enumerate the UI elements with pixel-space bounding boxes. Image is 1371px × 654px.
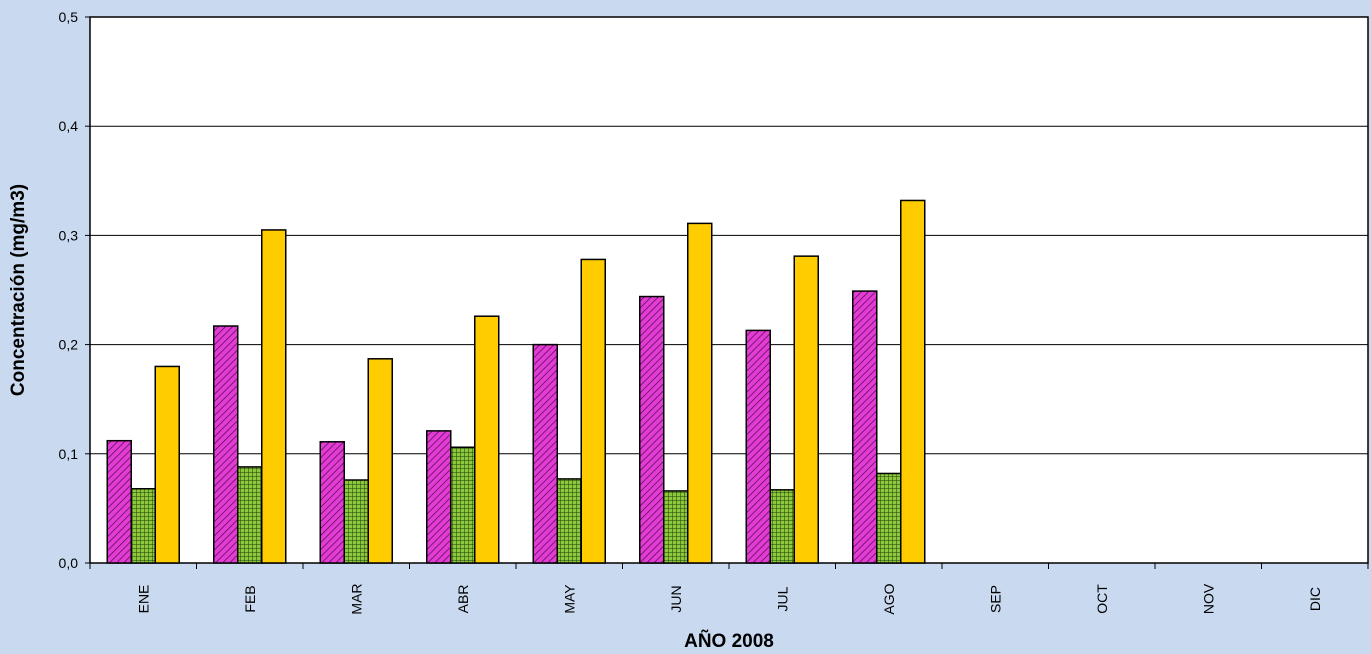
bar [580,258,606,564]
bar [367,358,393,564]
bar [474,315,500,564]
bar [556,478,582,564]
plot-area [89,16,1369,564]
y-ticks: 0,0 0,1 0,2 0,3 0,4 0,5 [59,9,90,571]
y-tick-label: 0,3 [59,227,79,243]
x-tick-label: ENE [135,585,151,614]
bar [876,472,902,564]
bar [213,325,239,564]
x-axis-title: AÑO 2008 [684,630,774,652]
gridlines [90,125,1368,455]
bar [343,479,369,564]
bar [663,490,689,564]
x-tick-label: MAR [348,583,364,614]
x-tick-label: JUL [774,586,790,611]
x-tick-label: NOV [1200,583,1216,614]
x-tick-label: DIC [1307,587,1323,611]
x-tick-label: JUN [668,585,684,612]
y-tick-label: 0,1 [59,446,79,462]
x-tick-label: ABR [455,585,471,614]
y-tick-label: 0,2 [59,337,79,353]
bar [237,466,263,564]
y-tick-label: 0,4 [59,118,79,134]
bar [261,229,287,564]
bar [900,199,926,564]
bar [745,329,771,564]
bar [450,446,476,564]
y-tick-label: 0,5 [59,9,79,25]
bar [532,343,558,564]
x-tick-label: OCT [1094,584,1110,614]
x-tick-label: FEB [242,585,258,612]
bar [154,365,180,564]
bar [130,487,156,564]
bars [106,199,926,564]
x-tick-label: AGO [881,583,897,614]
bar [426,430,452,564]
bar [769,489,795,564]
bar [106,439,132,564]
x-tick-label: SEP [987,585,1003,613]
x-tick-label: MAY [561,584,577,614]
bar [319,441,345,564]
bar [852,290,878,564]
x-ticks: ENE FEB MAR ABR MAY JUN JUL AGO SEP OCT NOV DIC [89,563,1369,615]
y-tick-label: 0,0 [59,555,79,571]
bar [639,295,665,564]
bar [793,255,819,564]
y-axis-title: Concentración (mg/m3) [8,184,29,396]
bar [687,222,713,564]
